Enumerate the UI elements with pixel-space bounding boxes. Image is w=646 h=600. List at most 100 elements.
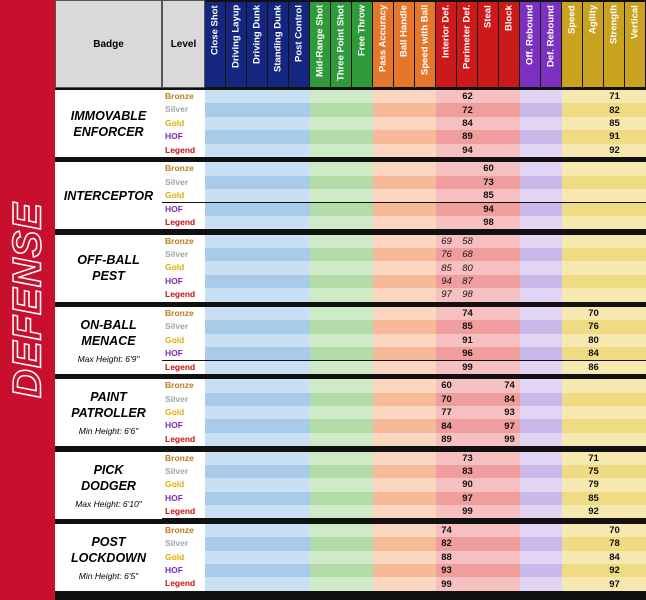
stat-cell bbox=[205, 451, 226, 465]
stat-cell bbox=[562, 130, 583, 144]
stat-cell bbox=[247, 432, 268, 447]
stat-cell bbox=[205, 464, 226, 479]
stat-cell bbox=[478, 564, 499, 578]
stat-cell bbox=[310, 537, 331, 551]
stat-cell bbox=[394, 537, 415, 551]
stat-cell bbox=[247, 202, 268, 216]
stat-cell bbox=[268, 419, 289, 433]
stat-cell bbox=[373, 234, 394, 248]
stat-value: 85 bbox=[457, 320, 478, 334]
stat-cell bbox=[499, 550, 520, 564]
stat-cell bbox=[457, 537, 478, 551]
level-label: Legend bbox=[162, 432, 205, 447]
stat-cell bbox=[352, 162, 373, 176]
stat-cell bbox=[226, 116, 247, 131]
stat-cell bbox=[310, 130, 331, 144]
stat-cell bbox=[289, 406, 310, 420]
stat-cell bbox=[394, 90, 415, 104]
stat-cell bbox=[373, 505, 394, 519]
column-header: Def. Rebound bbox=[541, 2, 561, 87]
stat-cell bbox=[520, 392, 541, 406]
stat-cell bbox=[226, 379, 247, 393]
stat-cell bbox=[583, 274, 604, 289]
stat-cell bbox=[520, 491, 541, 506]
stat-cell bbox=[436, 306, 457, 321]
stat-value: 70 bbox=[436, 392, 457, 406]
stat-cell bbox=[205, 505, 226, 519]
stat-cell bbox=[268, 90, 289, 104]
stat-cell bbox=[499, 274, 520, 289]
stat-cell bbox=[352, 550, 373, 564]
level-label: Bronze bbox=[162, 379, 205, 393]
stat-cell bbox=[562, 143, 583, 157]
stat-cell bbox=[268, 103, 289, 117]
stat-cell bbox=[352, 392, 373, 406]
stat-cell bbox=[289, 451, 310, 465]
stat-cell bbox=[499, 234, 520, 248]
stat-cell bbox=[352, 175, 373, 190]
stat-cell bbox=[352, 564, 373, 578]
stat-cell bbox=[541, 564, 562, 578]
stat-cell bbox=[499, 189, 520, 203]
level-label: Silver bbox=[162, 537, 205, 551]
stat-cell bbox=[289, 464, 310, 479]
stat-cell bbox=[289, 116, 310, 131]
stat-cell bbox=[562, 215, 583, 230]
stat-cell bbox=[394, 103, 415, 117]
stat-value: 82 bbox=[436, 537, 457, 551]
stat-cell bbox=[520, 261, 541, 275]
stat-cell bbox=[373, 523, 394, 538]
stat-cell bbox=[562, 261, 583, 275]
stat-cell bbox=[436, 451, 457, 465]
stat-cell bbox=[331, 464, 352, 479]
stat-cell bbox=[625, 116, 646, 131]
stat-cell bbox=[226, 189, 247, 203]
stat-cell bbox=[583, 550, 604, 564]
stat-cell bbox=[520, 505, 541, 519]
stat-cell bbox=[289, 333, 310, 348]
stat-cell bbox=[625, 189, 646, 203]
level-label: Legend bbox=[162, 505, 205, 519]
stat-cell bbox=[289, 360, 310, 374]
stat-cell bbox=[415, 432, 436, 447]
stat-cell bbox=[352, 478, 373, 492]
stat-cell bbox=[268, 451, 289, 465]
stat-cell bbox=[520, 116, 541, 131]
stat-cell bbox=[373, 215, 394, 230]
stat-cell bbox=[604, 451, 625, 465]
stat-cell bbox=[331, 550, 352, 564]
stat-cell bbox=[562, 202, 583, 216]
stat-cell bbox=[478, 577, 499, 591]
stat-cell bbox=[604, 261, 625, 275]
stat-cell bbox=[226, 347, 247, 361]
stat-cell bbox=[583, 130, 604, 144]
stat-cell bbox=[415, 103, 436, 117]
stat-value: 85 bbox=[478, 189, 499, 203]
stat-value: 76 bbox=[436, 248, 457, 262]
stat-cell bbox=[436, 505, 457, 519]
stat-cell bbox=[268, 143, 289, 157]
level-label: HOF bbox=[162, 274, 205, 289]
stat-value: 92 bbox=[604, 564, 625, 578]
stat-cell bbox=[520, 347, 541, 361]
stat-cell bbox=[310, 333, 331, 348]
stat-cell bbox=[625, 392, 646, 406]
stat-cell bbox=[478, 451, 499, 465]
stat-cell bbox=[289, 248, 310, 262]
stat-cell bbox=[478, 320, 499, 334]
stat-cell bbox=[583, 537, 604, 551]
stat-cell bbox=[415, 537, 436, 551]
stat-cell bbox=[331, 360, 352, 374]
stat-cell bbox=[247, 379, 268, 393]
stat-cell bbox=[394, 175, 415, 190]
stat-cell bbox=[205, 564, 226, 578]
stat-cell bbox=[562, 419, 583, 433]
stat-cell bbox=[205, 491, 226, 506]
stat-cell bbox=[499, 103, 520, 117]
stat-cell bbox=[562, 189, 583, 203]
column-header: Steal bbox=[478, 2, 498, 87]
stat-cell bbox=[415, 261, 436, 275]
stat-cell bbox=[268, 491, 289, 506]
stat-cell bbox=[205, 432, 226, 447]
stat-value: 89 bbox=[457, 130, 478, 144]
